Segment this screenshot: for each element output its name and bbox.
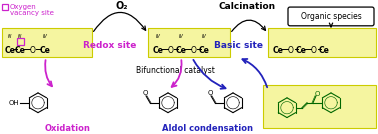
FancyArrowPatch shape [172, 60, 181, 87]
Text: IV: IV [178, 34, 183, 39]
Text: Ce: Ce [296, 46, 307, 55]
Text: IV: IV [156, 34, 160, 39]
Text: Oxygen: Oxygen [10, 4, 37, 10]
Text: Organic species: Organic species [301, 12, 361, 21]
Text: Ce: Ce [40, 46, 50, 55]
Text: Aldol condensation: Aldol condensation [163, 124, 254, 133]
Text: Ce: Ce [153, 46, 163, 55]
Text: O: O [288, 46, 294, 55]
Text: Ce: Ce [175, 46, 186, 55]
Text: O: O [314, 91, 320, 97]
Bar [17, 38, 24, 45]
Text: Ce: Ce [198, 46, 209, 55]
Text: OH: OH [9, 100, 19, 106]
Text: Ce: Ce [319, 46, 330, 55]
FancyBboxPatch shape [2, 28, 92, 57]
FancyArrowPatch shape [329, 23, 333, 27]
Text: Ce: Ce [15, 46, 26, 55]
Text: Basic site: Basic site [214, 41, 262, 50]
Text: Oxidation: Oxidation [45, 124, 91, 133]
Text: Ce: Ce [273, 46, 284, 55]
Text: III: III [18, 34, 23, 39]
Text: O: O [30, 46, 36, 55]
Text: IV: IV [43, 34, 47, 39]
Text: vacancy site: vacancy site [10, 10, 54, 16]
Text: Ce: Ce [5, 46, 15, 55]
Text: O: O [142, 90, 148, 96]
FancyArrowPatch shape [232, 20, 265, 31]
Bar [2, 4, 8, 10]
Text: IV: IV [201, 34, 206, 39]
Text: Bifunctional catalyst: Bifunctional catalyst [136, 66, 214, 75]
Text: O: O [191, 46, 197, 55]
Text: Calcination: Calcination [218, 2, 276, 11]
Text: O: O [207, 90, 213, 96]
FancyArrowPatch shape [45, 60, 52, 86]
Text: Redox site: Redox site [83, 41, 137, 50]
FancyArrowPatch shape [193, 60, 226, 89]
FancyArrowPatch shape [94, 12, 146, 31]
FancyBboxPatch shape [268, 28, 376, 57]
Text: III: III [8, 34, 12, 39]
Text: O: O [168, 46, 174, 55]
FancyBboxPatch shape [148, 28, 230, 57]
FancyBboxPatch shape [263, 85, 376, 128]
FancyArrowPatch shape [242, 59, 267, 87]
Text: O: O [311, 46, 317, 55]
FancyBboxPatch shape [288, 7, 374, 26]
Text: O₂: O₂ [116, 1, 128, 11]
